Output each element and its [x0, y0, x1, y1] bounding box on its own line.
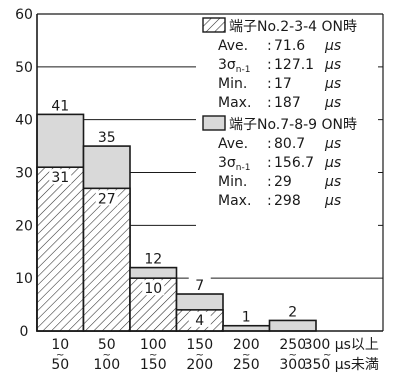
- bar-label-bg-hatched-2: [142, 280, 165, 296]
- x-tick-tilde-4: ~: [242, 350, 250, 361]
- bar-label-bg-gray-4: [235, 308, 258, 324]
- x-tick-tilde-3: ~: [196, 350, 204, 361]
- legend-stat-value-1-3: 298: [274, 193, 301, 209]
- bar-label-hatched-0: 31: [51, 170, 69, 186]
- y-tick-label-20: 20: [15, 218, 33, 234]
- y-tick-label-0: 0: [20, 324, 29, 340]
- legend-stat-label-1-2: Min.: [218, 174, 247, 190]
- bar-label-hatched-1: 27: [98, 191, 116, 207]
- legend-stat-label-0-0: Ave.: [218, 38, 248, 54]
- legend-stat-unit-1-2: μs: [324, 174, 341, 190]
- legend-stat-value-1-1: 156.7: [274, 155, 314, 171]
- x-tick-tilde-1: ~: [103, 350, 111, 361]
- x-tick-label-top-3: 150: [186, 337, 213, 353]
- legend-stat-label-0-2: Min.: [218, 76, 247, 92]
- legend-stat-unit-0-2: μs: [324, 76, 341, 92]
- bar-label-bg-gray-1: [95, 129, 118, 145]
- x-tick-label-top-6: 300 μs以上: [304, 337, 379, 353]
- y-tick-label-10: 10: [15, 271, 33, 287]
- legend-stat-colon-0-3: :: [267, 95, 272, 111]
- axes: 010203040506010~5050~100100~150150~20020…: [15, 7, 384, 373]
- legend-stat-label-1-3: Max.: [218, 193, 251, 209]
- x-tick-label-top-1: 50: [98, 337, 116, 353]
- legend-stat-colon-1-1: :: [267, 155, 272, 171]
- legend-stat-value-0-3: 187: [274, 95, 301, 111]
- legend-stat-label-1-1: 3σn-1: [218, 155, 250, 173]
- legend-stat-unit-1-3: μs: [324, 193, 341, 209]
- x-tick-label-bottom-5: 300: [279, 357, 306, 373]
- x-tick-label-bottom-6: 350 μs未満: [304, 357, 379, 373]
- legend-stat-label-1-0: Ave.: [218, 136, 248, 152]
- legend-stat-label-0-3: Max.: [218, 95, 251, 111]
- legend-stat-label-0-1: 3σn-1: [218, 57, 250, 75]
- x-tick-label-bottom-4: 250: [233, 357, 260, 373]
- legend-stat-value-1-0: 80.7: [274, 136, 305, 152]
- x-tick-label-bottom-1: 100: [93, 357, 120, 373]
- bar-label-gray-3: 7: [195, 278, 204, 294]
- x-tick-label-top-2: 100: [140, 337, 167, 353]
- legend-stat-colon-0-1: :: [267, 57, 272, 73]
- legend-stat-unit-1-0: μs: [324, 136, 341, 152]
- bar-label-bg-hatched-1: [95, 190, 118, 206]
- bar-label-bg-gray-2: [142, 250, 165, 266]
- x-tick-label-bottom-0: 50: [51, 357, 69, 373]
- bar-label-bg-hatched-3: [188, 311, 211, 327]
- legend-stat-colon-0-2: :: [267, 76, 272, 92]
- y-tick-label-50: 50: [15, 60, 33, 76]
- legend-stat-unit-0-1: μs: [324, 57, 341, 73]
- legend-stat-colon-1-2: :: [267, 174, 272, 190]
- x-tick-tilde-6: ~: [323, 350, 331, 361]
- bar-label-gray-1: 35: [98, 130, 116, 146]
- legend-stat-unit-1-1: μs: [324, 155, 341, 171]
- legend-title-1: 端子No.7-8-9 ON時: [229, 117, 357, 133]
- x-tick-tilde-2: ~: [149, 350, 157, 361]
- legend-title-0: 端子No.2-3-4 ON時: [229, 19, 357, 35]
- bar-label-gray-2: 12: [144, 252, 162, 268]
- legend-stat-value-0-0: 71.6: [274, 38, 305, 54]
- bars: [36, 113, 317, 332]
- legend-background: [196, 16, 378, 244]
- x-tick-tilde-0: ~: [56, 350, 64, 361]
- x-tick-label-top-4: 200: [233, 337, 260, 353]
- bar-label-hatched-3: 4: [195, 313, 204, 329]
- x-tick-label-top-5: 250: [279, 337, 306, 353]
- legend-swatch-0: [202, 17, 226, 33]
- x-tick-label-bottom-2: 150: [140, 357, 167, 373]
- bar-label-gray-0: 41: [51, 98, 69, 114]
- y-tick-label-60: 60: [15, 7, 33, 23]
- legend-stat-value-0-2: 17: [274, 76, 292, 92]
- legend-stat-colon-1-0: :: [267, 136, 272, 152]
- legend-stat-unit-0-0: μs: [324, 38, 341, 54]
- legend-swatch-1: [202, 115, 226, 131]
- bar-hatched-0: [36, 166, 85, 332]
- bar-label-hatched-2: 10: [144, 281, 162, 297]
- bar-hatched-1: [82, 187, 131, 332]
- x-tick-label-bottom-3: 200: [186, 357, 213, 373]
- bar-label-bg-gray-5: [281, 303, 304, 319]
- legend-stat-colon-0-0: :: [267, 38, 272, 54]
- bar-label-bg-hatched-0: [49, 169, 72, 185]
- x-tick-tilde-5: ~: [289, 350, 297, 361]
- bar-label-gray-4: 1: [242, 310, 251, 326]
- y-tick-label-30: 30: [15, 166, 33, 182]
- legend-stat-colon-1-3: :: [267, 193, 272, 209]
- bar-label-gray-5: 2: [288, 304, 297, 320]
- legend-stat-value-1-2: 29: [274, 174, 292, 190]
- legend-stat-unit-0-3: μs: [324, 95, 341, 111]
- x-tick-label-top-0: 10: [51, 337, 69, 353]
- bar-label-bg-gray-3: [188, 277, 211, 293]
- bar-label-bg-gray-0: [49, 97, 72, 113]
- y-tick-label-40: 40: [15, 113, 33, 129]
- bar-gray-5: [268, 319, 317, 332]
- legend-stat-value-0-1: 127.1: [274, 57, 314, 73]
